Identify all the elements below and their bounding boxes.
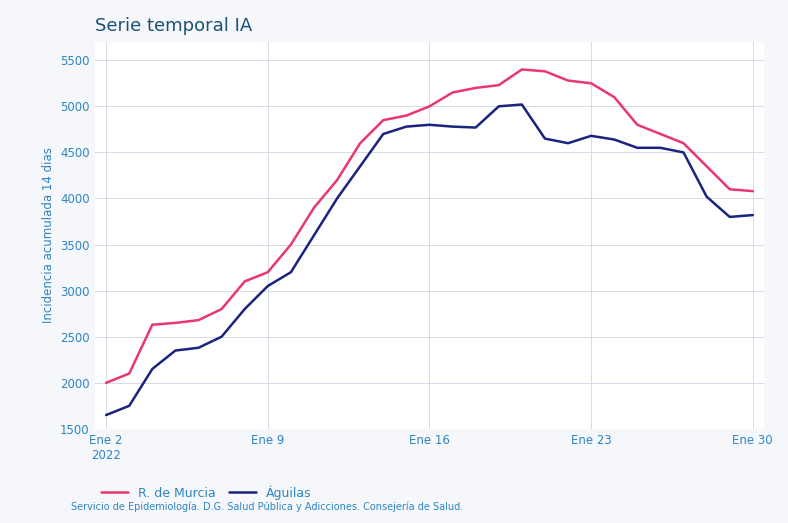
R. de Murcia (240, 278, 250, 285)
Águilas (656, 145, 665, 151)
R. de Murcia (171, 320, 180, 326)
R. de Murcia (425, 103, 434, 109)
Águilas (448, 123, 457, 130)
R. de Murcia (194, 317, 203, 323)
Line: Águilas: Águilas (106, 105, 753, 415)
R. de Murcia (448, 89, 457, 96)
Águilas (702, 194, 712, 200)
Águilas (333, 196, 342, 202)
Águilas (471, 124, 481, 131)
Águilas (286, 269, 296, 275)
R. de Murcia (609, 94, 619, 100)
Line: R. de Murcia: R. de Murcia (106, 70, 753, 383)
Águilas (494, 103, 504, 109)
Águilas (217, 334, 226, 340)
R. de Murcia (286, 242, 296, 248)
R. de Murcia (102, 380, 111, 386)
R. de Murcia (494, 82, 504, 88)
Águilas (378, 131, 388, 137)
R. de Murcia (748, 188, 757, 194)
R. de Murcia (309, 204, 318, 211)
Y-axis label: Incidencia acumulada 14 dias: Incidencia acumulada 14 dias (42, 147, 54, 323)
Águilas (586, 133, 596, 139)
Águilas (102, 412, 111, 418)
Águilas (633, 145, 642, 151)
R. de Murcia (333, 177, 342, 183)
Águilas (125, 403, 134, 409)
Águilas (725, 214, 734, 220)
Legend: R. de Murcia, Águilas: R. de Murcia, Águilas (101, 485, 312, 500)
R. de Murcia (217, 306, 226, 312)
R. de Murcia (125, 370, 134, 377)
Águilas (194, 345, 203, 351)
R. de Murcia (678, 140, 688, 146)
R. de Murcia (402, 112, 411, 119)
R. de Murcia (263, 269, 273, 275)
Text: Serie temporal IA: Serie temporal IA (95, 17, 252, 35)
Águilas (402, 123, 411, 130)
Águilas (563, 140, 573, 146)
Águilas (263, 283, 273, 289)
R. de Murcia (355, 140, 365, 146)
Águilas (355, 163, 365, 169)
R. de Murcia (656, 131, 665, 137)
R. de Murcia (563, 77, 573, 84)
R. de Murcia (378, 117, 388, 123)
Águilas (748, 212, 757, 218)
R. de Murcia (517, 66, 526, 73)
Águilas (309, 232, 318, 238)
Águilas (171, 347, 180, 354)
Águilas (425, 122, 434, 128)
Águilas (541, 135, 550, 142)
Text: Servicio de Epidemiología. D.G. Salud Pública y Adicciones. Consejería de Salud.: Servicio de Epidemiología. D.G. Salud Pú… (71, 502, 463, 512)
Águilas (609, 137, 619, 143)
Águilas (517, 101, 526, 108)
R. de Murcia (725, 186, 734, 192)
R. de Murcia (586, 80, 596, 86)
Águilas (678, 149, 688, 155)
R. de Murcia (541, 68, 550, 74)
R. de Murcia (471, 85, 481, 91)
R. de Murcia (633, 122, 642, 128)
Águilas (147, 366, 157, 372)
R. de Murcia (147, 322, 157, 328)
R. de Murcia (702, 163, 712, 169)
Águilas (240, 306, 250, 312)
